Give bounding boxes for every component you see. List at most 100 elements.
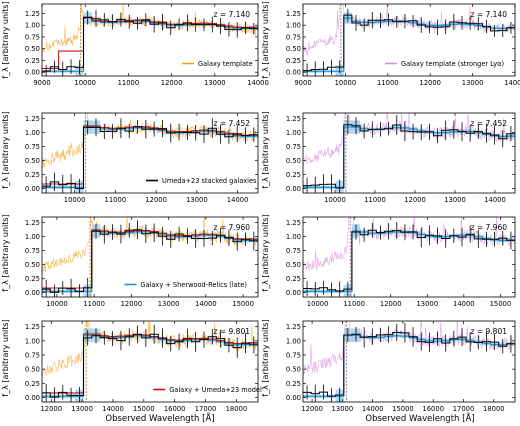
panel-plot-area <box>42 113 258 193</box>
data-spectrum <box>42 333 258 398</box>
y-tick-label: 1.00 <box>25 337 40 345</box>
x-tick-label: 11000 <box>364 196 386 204</box>
y-tick-label: 1.25 <box>25 115 40 123</box>
x-tick-label: 13000 <box>71 405 93 413</box>
y-tick-label: 0.25 <box>25 275 40 283</box>
x-tick-label: 14000 <box>453 300 475 308</box>
panel-plot-area <box>42 321 258 402</box>
panel-1: 0.00 0.25 0.50 0.75 1.00 1.25 9000 10000 11000 12… <box>286 3 520 87</box>
data-spectrum <box>303 332 515 397</box>
y-axis-label-right-1: f_λ [arbitrary units] <box>261 111 270 188</box>
y-tick-label: 1.00 <box>25 233 40 241</box>
y-tick-label: 1.00 <box>286 22 301 30</box>
x-tick-label: 14000 <box>102 405 124 413</box>
x-tick-label: 10000 <box>64 196 86 204</box>
y-tick-label: 0.00 <box>25 69 40 77</box>
panel-frame <box>41 216 259 298</box>
x-tick-label: 9000 <box>33 79 50 87</box>
y-tick-label: 0.25 <box>25 171 40 179</box>
x-tick-label: 13000 <box>158 300 180 308</box>
y-tick-label: 1.25 <box>25 10 40 18</box>
sherwood-band <box>303 328 515 402</box>
redshift-label: z = 9.801 <box>471 327 508 336</box>
y-tick-label: 0.00 <box>286 185 301 193</box>
panel-3: 0.00 0.25 0.50 0.75 1.00 1.25 10000 11000 12000 1… <box>286 112 516 204</box>
y-tick-label: 1.25 <box>286 323 301 331</box>
panel-frame <box>41 3 259 77</box>
y-tick-label: 0.50 <box>286 157 301 165</box>
x-tick-label: 14000 <box>227 196 249 204</box>
x-tick-label: 13000 <box>204 79 226 87</box>
x-tick-label: 12000 <box>380 300 402 308</box>
x-tick-label: 12000 <box>301 405 323 413</box>
legend-label: Umeda+23 stacked galaxies <box>162 177 257 185</box>
panel-0: 0.00 0.25 0.50 0.75 1.00 1.25 9000 10000 11000 12… <box>25 3 269 87</box>
y-axis-label-left-0: f_λ [arbitrary units] <box>1 1 10 78</box>
y-tick-label: 0.75 <box>25 351 40 359</box>
panel-6: 0.00 0.25 0.50 0.75 1.00 1.25 12000 13000 14000 1… <box>25 320 262 413</box>
x-tick-label: 17000 <box>453 405 475 413</box>
panel-frame <box>302 112 516 194</box>
y-tick-label: 0.75 <box>25 143 40 151</box>
x-tick-label: 14000 <box>504 79 520 87</box>
y-tick-label: 0.50 <box>286 45 301 53</box>
legend-label: Galaxy template (stronger Lyα) <box>401 60 504 68</box>
data-spectrum <box>303 229 515 292</box>
y-axis-label-right-2: f_λ [arbitrary units] <box>261 214 270 291</box>
y-tick-label: 1.00 <box>25 129 40 137</box>
y-tick-label: 0.00 <box>286 69 301 77</box>
y-tick-label: 0.50 <box>25 45 40 53</box>
x-tick-label: 15000 <box>490 300 512 308</box>
y-axis-label-right-3: f_λ [arbitrary units] <box>261 319 270 396</box>
y-tick-label: 0.75 <box>286 33 301 41</box>
x-tick-label: 10000 <box>46 300 68 308</box>
y-tick-label: 0.75 <box>286 143 301 151</box>
y-tick-label: 0.25 <box>286 275 301 283</box>
y-tick-label: 1.00 <box>286 233 301 241</box>
panel-frame <box>302 320 516 403</box>
x-tick-label: 12000 <box>161 79 183 87</box>
template-spectrum <box>303 113 515 168</box>
y-tick-label: 0.25 <box>286 171 301 179</box>
panel-5: 0.00 0.25 0.50 0.75 1.00 1.25 10000 11000 12000 1… <box>286 216 516 308</box>
x-tick-label: 10000 <box>74 79 96 87</box>
y-tick-label: 1.25 <box>286 219 301 227</box>
y-tick-label: 0.25 <box>25 380 40 388</box>
x-tick-label: 12000 <box>419 79 441 87</box>
x-tick-label: 10000 <box>335 79 357 87</box>
template-spectrum <box>42 217 258 274</box>
y-axis-label-left-3: f_λ [arbitrary units] <box>1 319 10 396</box>
x-tick-label: 16000 <box>422 405 444 413</box>
x-tick-label: 14000 <box>484 196 506 204</box>
panel-plot-area <box>42 4 258 76</box>
panel-7: 0.00 0.25 0.50 0.75 1.00 1.25 12000 13000 14000 1… <box>286 320 516 413</box>
data-spectrum <box>42 126 258 189</box>
y-tick-label: 1.25 <box>286 10 301 18</box>
y-tick-label: 0.75 <box>25 33 40 41</box>
y-tick-label: 1.25 <box>286 115 301 123</box>
x-tick-label: 10000 <box>324 196 346 204</box>
x-tick-label: 13000 <box>444 196 466 204</box>
panel-2: 0.00 0.25 0.50 0.75 1.00 1.25 10000 11000 12000 1… <box>25 112 259 204</box>
y-tick-label: 1.25 <box>25 219 40 227</box>
x-axis-label-right: Observed Wavelength [Å] <box>365 412 474 424</box>
sherwood-band <box>303 224 515 297</box>
panel-plot-area <box>303 113 515 193</box>
redshift-label: z = 7.960 <box>471 223 508 232</box>
y-tick-label: 1.00 <box>286 129 301 137</box>
x-tick-label: 17000 <box>195 405 217 413</box>
template-spectrum <box>42 321 258 378</box>
y-tick-label: 0.00 <box>25 289 40 297</box>
y-axis-label-left-1: f_λ [arbitrary units] <box>1 111 10 188</box>
legend-label: Galaxy + Sherwood-Relics (late) <box>140 281 247 289</box>
redshift-label: z = 9.801 <box>214 327 251 336</box>
redshift-label: z = 7.140 <box>214 10 251 19</box>
panel-frame <box>302 216 516 298</box>
y-tick-label: 1.00 <box>25 22 40 30</box>
x-tick-label: 18000 <box>483 405 505 413</box>
y-tick-label: 0.50 <box>286 366 301 374</box>
x-tick-label: 11000 <box>377 79 399 87</box>
y-tick-label: 1.25 <box>25 323 40 331</box>
redshift-label: z = 7.140 <box>471 10 508 19</box>
x-tick-label: 10000 <box>307 300 329 308</box>
